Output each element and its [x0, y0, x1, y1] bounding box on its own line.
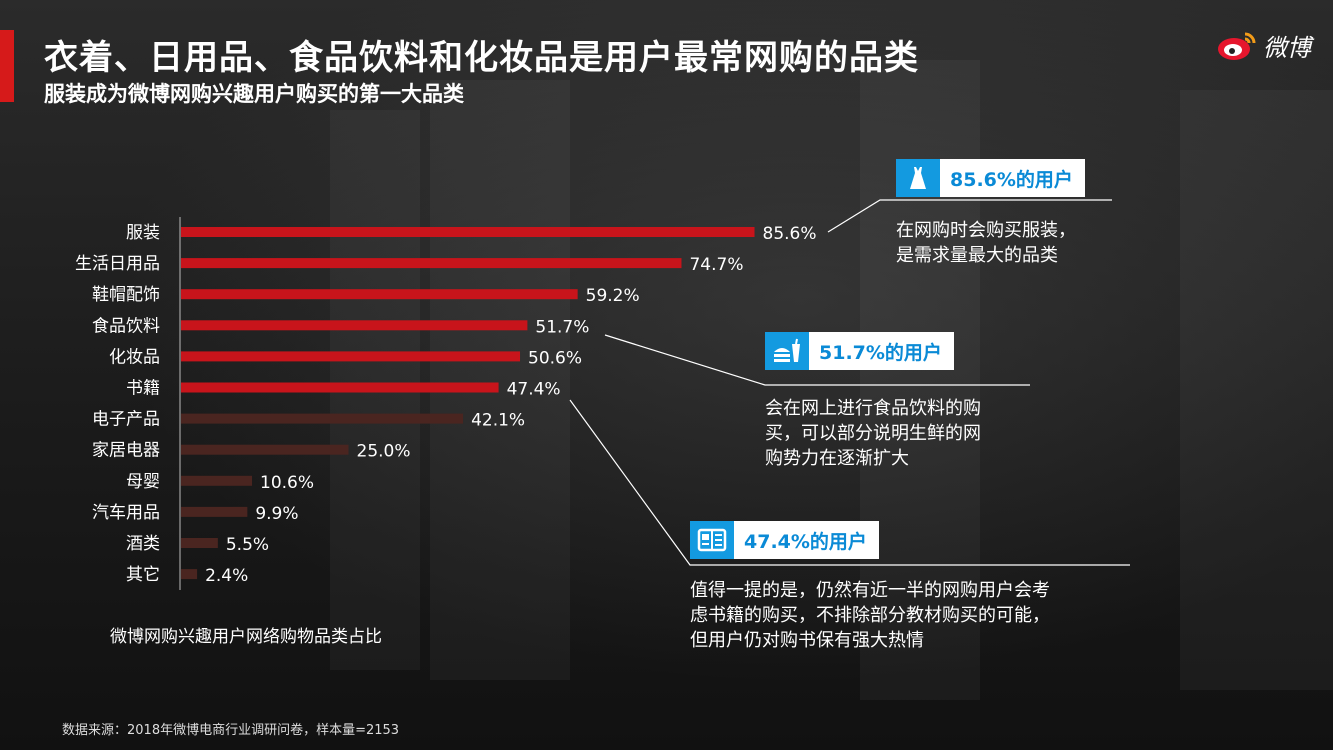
background-building	[1180, 90, 1333, 690]
value-label: 9.9%	[255, 504, 298, 524]
callout-badge: 85.6%的用户	[896, 159, 1085, 197]
category-label: 书籍	[126, 379, 160, 399]
bar	[181, 475, 253, 486]
dress-icon	[896, 159, 940, 197]
weibo-eye-icon	[1218, 32, 1256, 60]
category-label: 其它	[126, 565, 160, 585]
value-label: 47.4%	[507, 380, 561, 400]
bar	[181, 258, 682, 269]
bar	[181, 444, 349, 455]
fastfood-icon	[765, 332, 809, 370]
bar	[181, 289, 578, 300]
connector-line	[604, 334, 1030, 386]
value-label: 25.0%	[357, 442, 411, 462]
callout-line: 在网购时会购买服装，	[896, 220, 1076, 241]
callout-line: 会在网上进行食品饮料的购	[765, 398, 981, 419]
value-label: 5.5%	[226, 535, 269, 555]
value-label: 59.2%	[586, 286, 640, 306]
weibo-logo: 微博	[1217, 28, 1311, 63]
callout-badge-label: 51.7%的用户	[819, 341, 942, 364]
category-label: 母婴	[126, 472, 160, 492]
category-label: 化妆品	[109, 347, 160, 367]
background-building	[430, 80, 570, 680]
callout-line: 但用户仍对购书保有强大热情	[690, 630, 924, 651]
category-label: 电子产品	[92, 410, 160, 430]
value-label: 2.4%	[205, 566, 248, 586]
bar	[181, 351, 521, 362]
connector-line	[569, 399, 1130, 566]
book-icon	[690, 521, 734, 559]
callout-line: 购势力在逐渐扩大	[765, 448, 909, 469]
callout-text: 在网购时会购买服装， 是需求量最大的品类	[896, 218, 1076, 268]
callout-badge: 47.4%的用户	[690, 521, 879, 559]
category-label: 家居电器	[92, 441, 160, 461]
bar	[181, 569, 198, 580]
callout-line: 虑书籍的购买，不排除部分教材购买的可能，	[690, 605, 1050, 626]
callout-badge-label: 47.4%的用户	[744, 530, 867, 553]
callout-badge: 51.7%的用户	[765, 332, 954, 370]
category-label: 食品饮料	[92, 316, 160, 336]
callout-text: 会在网上进行食品饮料的购 买，可以部分说明生鲜的网 购势力在逐渐扩大	[765, 396, 981, 471]
value-label: 74.7%	[689, 255, 743, 275]
callout-line: 是需求量最大的品类	[896, 245, 1058, 266]
bar	[181, 382, 499, 393]
category-label: 酒类	[126, 534, 160, 554]
bar	[181, 413, 464, 424]
value-label: 85.6%	[763, 224, 817, 244]
category-label: 鞋帽配饰	[92, 285, 160, 305]
callout-line: 值得一提的是，仍然有近一半的网购用户会考	[690, 580, 1050, 601]
data-source-note: 数据来源：2018年微博电商行业调研问卷，样本量=2153	[62, 723, 400, 738]
bar	[181, 320, 528, 331]
value-label: 51.7%	[535, 317, 589, 337]
chart-caption: 微博网购兴趣用户网络购物品类占比	[110, 627, 382, 647]
title-accent-bar	[0, 30, 14, 102]
callout-line: 买，可以部分说明生鲜的网	[765, 423, 981, 444]
callout-badge-label: 85.6%的用户	[950, 168, 1073, 191]
category-label: 服装	[126, 223, 160, 243]
page-title: 衣着、日用品、食品饮料和化妆品是用户最常网购的品类	[44, 38, 919, 78]
category-label: 汽车用品	[92, 503, 160, 523]
value-label: 10.6%	[260, 473, 314, 493]
connector-line	[827, 199, 1112, 233]
bar	[181, 227, 755, 237]
value-label: 50.6%	[528, 348, 582, 368]
logo-text: 微博	[1263, 34, 1311, 62]
value-label: 42.1%	[471, 411, 525, 431]
bar	[181, 506, 248, 517]
callout-text: 值得一提的是，仍然有近一半的网购用户会考 虑书籍的购买，不排除部分教材购买的可能…	[690, 578, 1050, 653]
category-label: 生活日用品	[75, 254, 160, 274]
page-subtitle: 服装成为微博网购兴趣用户购买的第一大品类	[44, 82, 464, 106]
bar	[181, 538, 218, 548]
